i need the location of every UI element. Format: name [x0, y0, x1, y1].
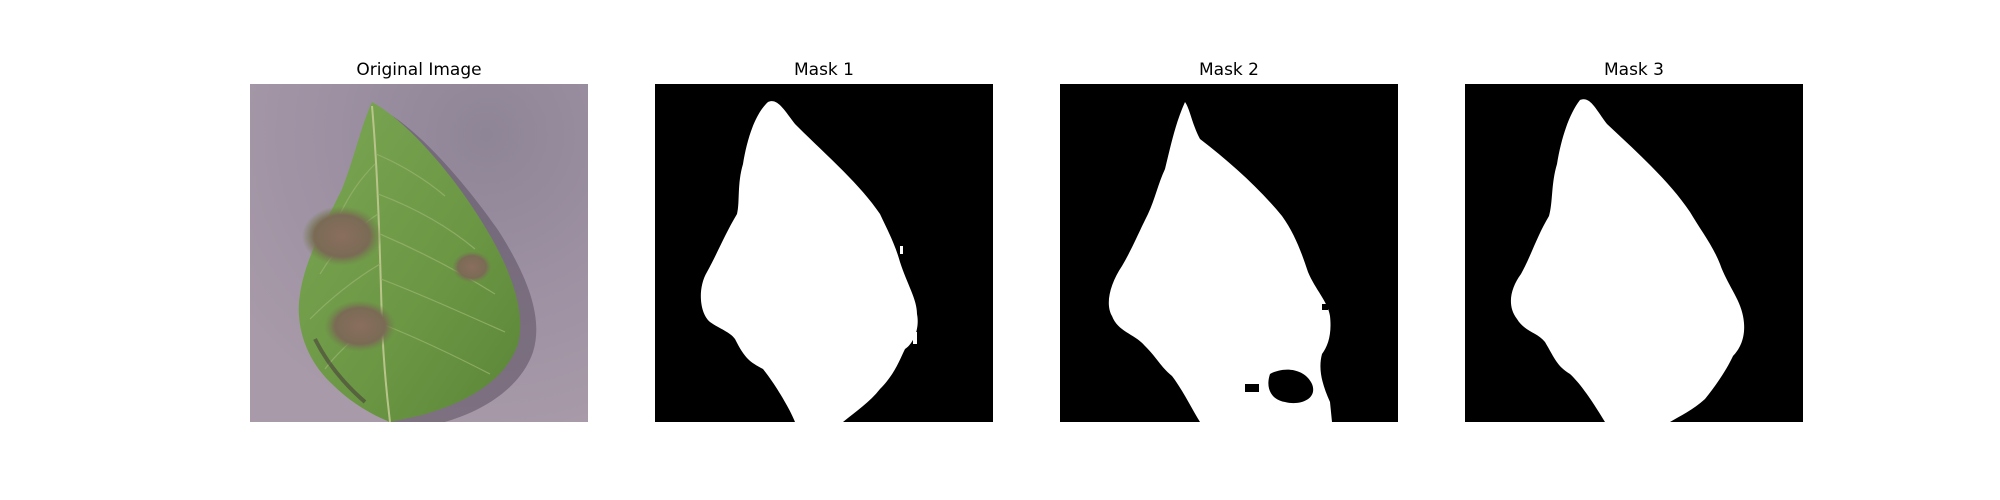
- panel-title: Mask 1: [793, 60, 854, 80]
- mask-3-panel: Mask 3: [1465, 58, 1803, 422]
- panel-title: Original Image: [356, 60, 482, 80]
- panel-title: Mask 3: [1603, 60, 1664, 80]
- original-image-panel: Original Image: [250, 58, 588, 422]
- leaf-photo: [250, 84, 588, 422]
- mask-2-panel: Mask 2: [1060, 58, 1398, 422]
- mask-3-image: [1465, 84, 1803, 422]
- mask-1-image: [655, 84, 993, 422]
- mask-1-panel: Mask 1: [655, 58, 993, 422]
- mask-2-image: [1060, 84, 1398, 422]
- panel-title: Mask 2: [1198, 60, 1259, 80]
